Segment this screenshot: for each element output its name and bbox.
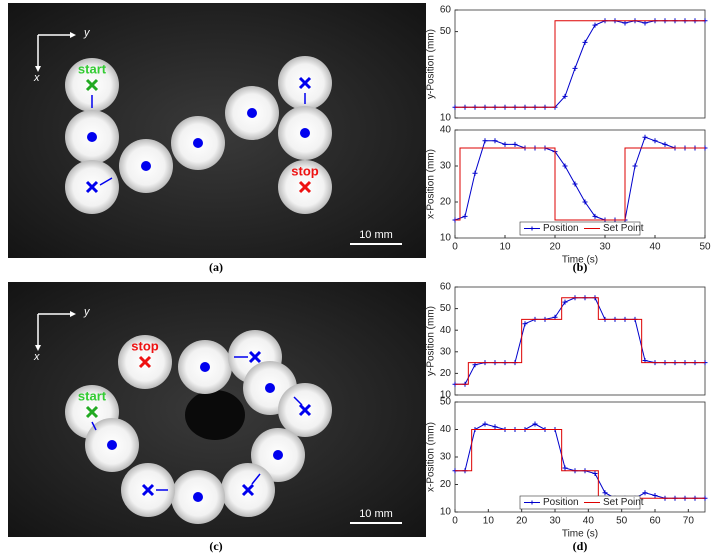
y-tick-label: 40 [440,424,452,435]
dot [141,161,151,171]
y-tick-label: 40 [440,325,452,336]
page: { "panel_labels": ["(a)", "(b)", "(c)", … [0,0,716,554]
x-tick-label: 20 [516,516,528,527]
legend-label: Position [543,497,579,508]
y-tick-label: 60 [440,5,452,16]
y-axis-title: y-Position (mm) [426,29,437,99]
x-tick-label: 50 [699,242,711,253]
dot [193,492,203,502]
y-tick-label: 10 [440,113,452,124]
y-tick-label: 40 [440,125,452,136]
dot [200,362,210,372]
y-tick-label: 10 [440,507,452,518]
scale-label: 10 mm [359,229,393,241]
x-axis-label: x [33,72,40,84]
start-label: start [78,61,107,76]
scale-label: 10 mm [359,508,393,520]
dot [107,440,117,450]
y-axis-title: x-Position (mm) [426,149,437,219]
x-tick-label: 10 [483,516,495,527]
legend-label: Position [543,223,579,234]
y-tick-label: 30 [440,452,452,463]
dot [273,450,283,460]
dot [87,132,97,142]
x-tick-label: 30 [549,516,561,527]
dot [193,138,203,148]
y-tick-label: 50 [440,397,452,408]
x-tick-label: 60 [649,516,661,527]
legend-label: Set Point [603,497,644,508]
dot [247,108,257,118]
plot-frame [455,10,705,118]
panel-label: (c) [209,539,222,553]
x-tick-label: 0 [452,516,458,527]
plot-frame [455,287,705,395]
y-tick-label: 50 [440,303,452,314]
y-tick-label: 20 [440,197,452,208]
x-tick-label: 10 [499,242,511,253]
y-tick-label: 50 [440,26,452,37]
x-tick-label: 70 [683,516,695,527]
plot-frame [455,402,705,512]
y-tick-label: 20 [440,479,452,490]
x-axis-title: Time (s) [562,529,598,540]
panel-label: (d) [573,539,588,553]
x-tick-label: 40 [583,516,595,527]
hole [185,390,245,440]
y-axis-title: y-Position (mm) [426,306,437,376]
y-tick-label: 30 [440,161,452,172]
y-tick-label: 20 [440,368,452,379]
x-axis-title: Time (s) [562,255,598,266]
x-axis-label: x [33,351,40,363]
x-tick-label: 0 [452,242,458,253]
y-axis-title: x-Position (mm) [426,422,437,492]
y-tick-label: 30 [440,346,452,357]
y-tick-label: 60 [440,282,452,293]
start-label: start [78,388,107,403]
stop-label: stop [131,338,159,353]
dot [265,383,275,393]
stop-label: stop [291,163,319,178]
dot [300,128,310,138]
x-tick-label: 20 [549,242,561,253]
panel-label: (a) [209,260,223,274]
x-tick-label: 30 [599,242,611,253]
y-tick-label: 10 [440,233,452,244]
figure: (a) (b) (c) (d) startstopyx10 mmstartsto… [0,0,716,554]
legend-label: Set Point [603,223,644,234]
x-tick-label: 50 [616,516,628,527]
x-tick-label: 40 [649,242,661,253]
